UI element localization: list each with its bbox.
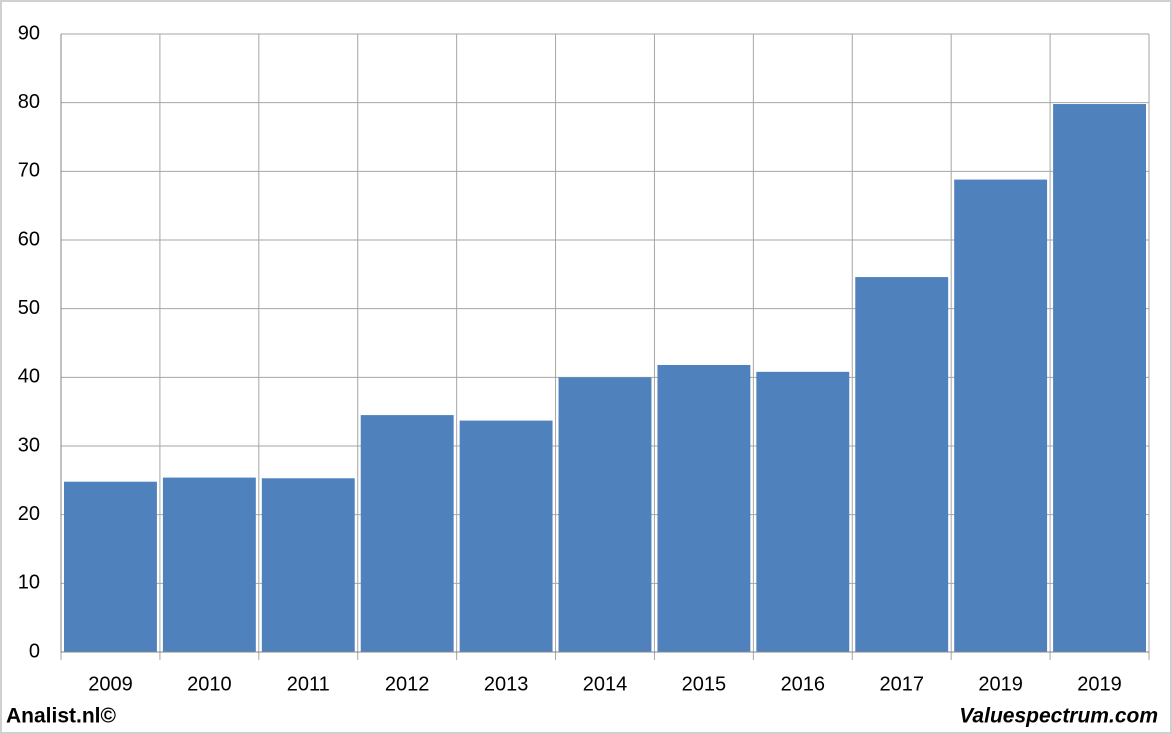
- bar: [64, 481, 157, 652]
- y-tick-label: 70: [18, 160, 40, 182]
- bar: [360, 415, 454, 652]
- x-tick-label: 2019: [978, 673, 1023, 695]
- y-tick-label: 80: [18, 91, 40, 113]
- bar: [459, 420, 553, 652]
- bar: [954, 179, 1048, 652]
- y-tick-label: 40: [18, 366, 40, 388]
- x-tick-label: 2012: [385, 673, 430, 695]
- bar: [162, 477, 256, 652]
- x-tick-label: 2019: [1077, 673, 1122, 695]
- x-tick-label: 2013: [484, 673, 529, 695]
- y-tick-label: 10: [18, 572, 40, 594]
- y-tick-label: 90: [18, 22, 40, 44]
- y-tick-label: 30: [18, 434, 40, 456]
- x-tick-label: 2010: [187, 673, 232, 695]
- x-tick-label: 2014: [583, 673, 628, 695]
- y-tick-label: 20: [18, 503, 40, 525]
- x-tick-label: 2017: [879, 673, 924, 695]
- x-tick-label: 2009: [88, 673, 133, 695]
- bar: [855, 277, 949, 652]
- x-tick-label: 2016: [781, 673, 826, 695]
- bar: [1053, 104, 1146, 653]
- x-tick-label: 2011: [287, 673, 330, 695]
- bar: [756, 371, 850, 652]
- source-left: Analist.nl©: [6, 705, 117, 728]
- bar: [657, 364, 751, 652]
- y-tick-label: 60: [18, 228, 40, 250]
- y-tick-label: 50: [18, 297, 40, 319]
- y-tick-label: 0: [29, 640, 40, 662]
- x-tick-label: 2015: [682, 673, 727, 695]
- bar: [558, 377, 652, 652]
- bar: [261, 478, 355, 652]
- source-right: Valuespectrum.com: [959, 705, 1158, 728]
